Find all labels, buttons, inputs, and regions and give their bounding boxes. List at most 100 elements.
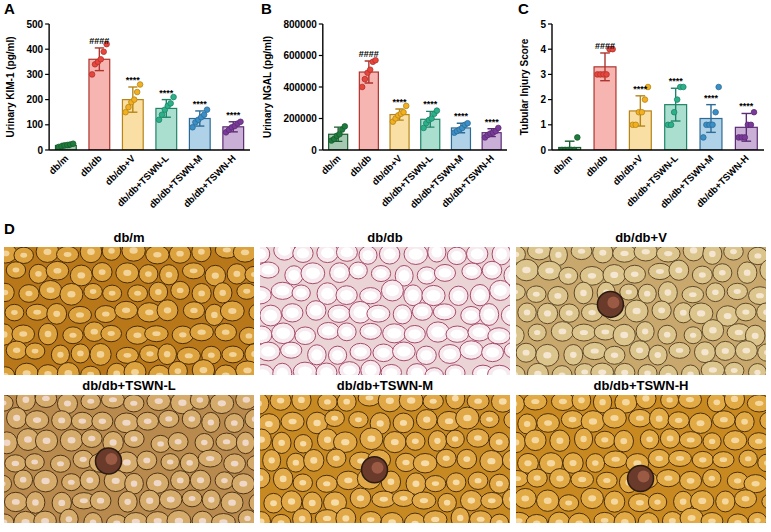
tubule xyxy=(84,513,102,523)
tubule xyxy=(736,303,756,321)
lumen xyxy=(578,477,586,482)
y-tick-label: 0 xyxy=(311,145,317,156)
lumen xyxy=(664,251,672,256)
data-point xyxy=(716,84,722,90)
lumen xyxy=(471,248,484,259)
error-cap xyxy=(128,86,137,87)
tubule xyxy=(648,449,669,467)
lumen xyxy=(655,352,662,358)
lumen xyxy=(731,396,738,402)
tubule xyxy=(271,282,294,299)
lumen xyxy=(686,397,694,402)
lumen xyxy=(208,497,214,503)
tubule xyxy=(245,409,254,429)
x-tick-label: db/db+TSWN-M xyxy=(408,153,466,211)
data-point xyxy=(190,125,196,131)
y-tick-label: 400 xyxy=(26,44,43,55)
lumen xyxy=(642,329,648,335)
lumen xyxy=(687,372,693,375)
lumen xyxy=(87,249,95,256)
significance-label: **** xyxy=(485,117,500,127)
lumen xyxy=(516,332,517,338)
tubule xyxy=(615,363,635,375)
lumen xyxy=(464,345,478,355)
significance-label: **** xyxy=(159,88,174,98)
tubule xyxy=(358,395,381,406)
image-title: db/db+TSWN-H xyxy=(594,378,689,393)
lumen xyxy=(636,416,644,421)
lumen xyxy=(165,416,172,421)
lumen xyxy=(4,331,8,337)
tubule xyxy=(221,492,243,513)
x-axis xyxy=(49,149,250,150)
lumen xyxy=(260,518,264,523)
tubule xyxy=(293,247,313,262)
tubule xyxy=(238,510,254,523)
data-point xyxy=(89,72,95,78)
tubule xyxy=(171,471,190,491)
data-point xyxy=(713,109,719,115)
lumen xyxy=(591,348,599,353)
lumen xyxy=(547,460,555,466)
lumen xyxy=(280,476,287,483)
chart-panel: 012345CTubular Injury Scoredb/m####db/db… xyxy=(518,0,764,210)
lumen xyxy=(407,397,415,403)
lumen xyxy=(124,353,132,358)
lumen xyxy=(578,397,585,403)
data-point xyxy=(123,109,129,115)
data-point xyxy=(134,89,140,95)
lumen xyxy=(730,249,737,254)
lumen xyxy=(764,460,766,465)
tubule xyxy=(337,323,356,341)
histology-image xyxy=(516,247,766,375)
tubule xyxy=(124,395,144,412)
data-point xyxy=(101,49,107,55)
tubule xyxy=(107,363,126,375)
tubule xyxy=(680,508,703,523)
tubule xyxy=(624,265,646,283)
lumen xyxy=(277,368,288,375)
tubule xyxy=(449,286,468,305)
lumen xyxy=(4,373,9,375)
tubule xyxy=(748,433,766,450)
tubule xyxy=(271,514,290,523)
tubule xyxy=(715,341,736,360)
lumen xyxy=(420,498,428,503)
lumen xyxy=(690,247,697,253)
tubule xyxy=(451,507,469,523)
lumen xyxy=(145,309,153,315)
lumen xyxy=(709,476,715,481)
lumen xyxy=(219,519,227,523)
tubule xyxy=(724,431,747,450)
lumen xyxy=(364,291,377,300)
tubule xyxy=(447,247,466,264)
x-tick-label: db/db xyxy=(347,153,373,179)
tubule xyxy=(682,286,704,302)
lumen xyxy=(145,271,152,277)
tubule xyxy=(525,430,546,451)
lumen xyxy=(109,291,116,296)
tubule xyxy=(634,247,657,261)
lumen xyxy=(277,398,284,404)
tubule xyxy=(227,264,247,284)
tubule xyxy=(468,472,488,489)
lumen xyxy=(33,310,41,315)
lumen xyxy=(58,417,65,423)
lumen xyxy=(243,397,250,403)
data-point xyxy=(465,120,471,126)
lumen xyxy=(558,328,566,334)
y-tick-label: 800000 xyxy=(283,19,317,30)
tubule xyxy=(182,263,204,279)
tubule xyxy=(151,435,170,452)
tubule xyxy=(233,247,254,262)
tubule xyxy=(603,408,627,428)
tubule xyxy=(316,363,337,375)
tubule xyxy=(406,432,425,450)
image-title: db/db+TSWN-L xyxy=(82,378,176,393)
lumen xyxy=(483,308,495,320)
tubule xyxy=(648,345,667,365)
tubule xyxy=(68,306,91,323)
lumen xyxy=(190,308,197,313)
error-cap xyxy=(195,125,204,126)
data-point xyxy=(131,97,137,103)
